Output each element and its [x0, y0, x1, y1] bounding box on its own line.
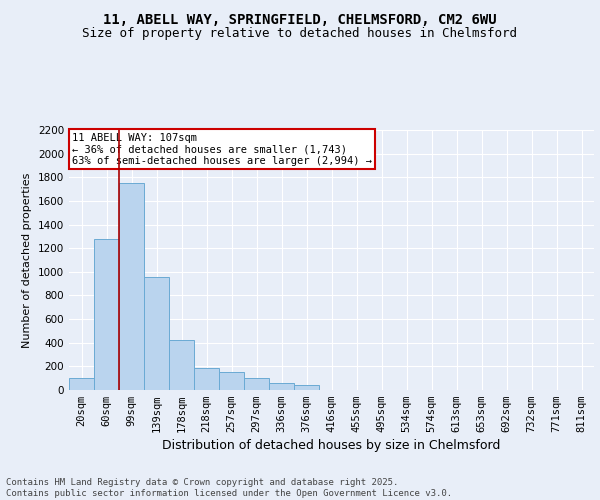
Bar — [94, 238, 119, 390]
Bar — [144, 276, 169, 390]
Bar — [194, 368, 219, 390]
Bar — [269, 383, 294, 390]
Bar — [219, 372, 244, 390]
Bar — [119, 183, 144, 390]
Text: 11 ABELL WAY: 107sqm
← 36% of detached houses are smaller (1,743)
63% of semi-de: 11 ABELL WAY: 107sqm ← 36% of detached h… — [71, 132, 371, 166]
Bar — [244, 378, 269, 390]
X-axis label: Distribution of detached houses by size in Chelmsford: Distribution of detached houses by size … — [163, 440, 500, 452]
Bar — [69, 378, 94, 390]
Bar — [294, 384, 319, 390]
Text: Contains HM Land Registry data © Crown copyright and database right 2025.
Contai: Contains HM Land Registry data © Crown c… — [6, 478, 452, 498]
Text: Size of property relative to detached houses in Chelmsford: Size of property relative to detached ho… — [83, 28, 517, 40]
Bar — [169, 340, 194, 390]
Text: 11, ABELL WAY, SPRINGFIELD, CHELMSFORD, CM2 6WU: 11, ABELL WAY, SPRINGFIELD, CHELMSFORD, … — [103, 12, 497, 26]
Y-axis label: Number of detached properties: Number of detached properties — [22, 172, 32, 348]
